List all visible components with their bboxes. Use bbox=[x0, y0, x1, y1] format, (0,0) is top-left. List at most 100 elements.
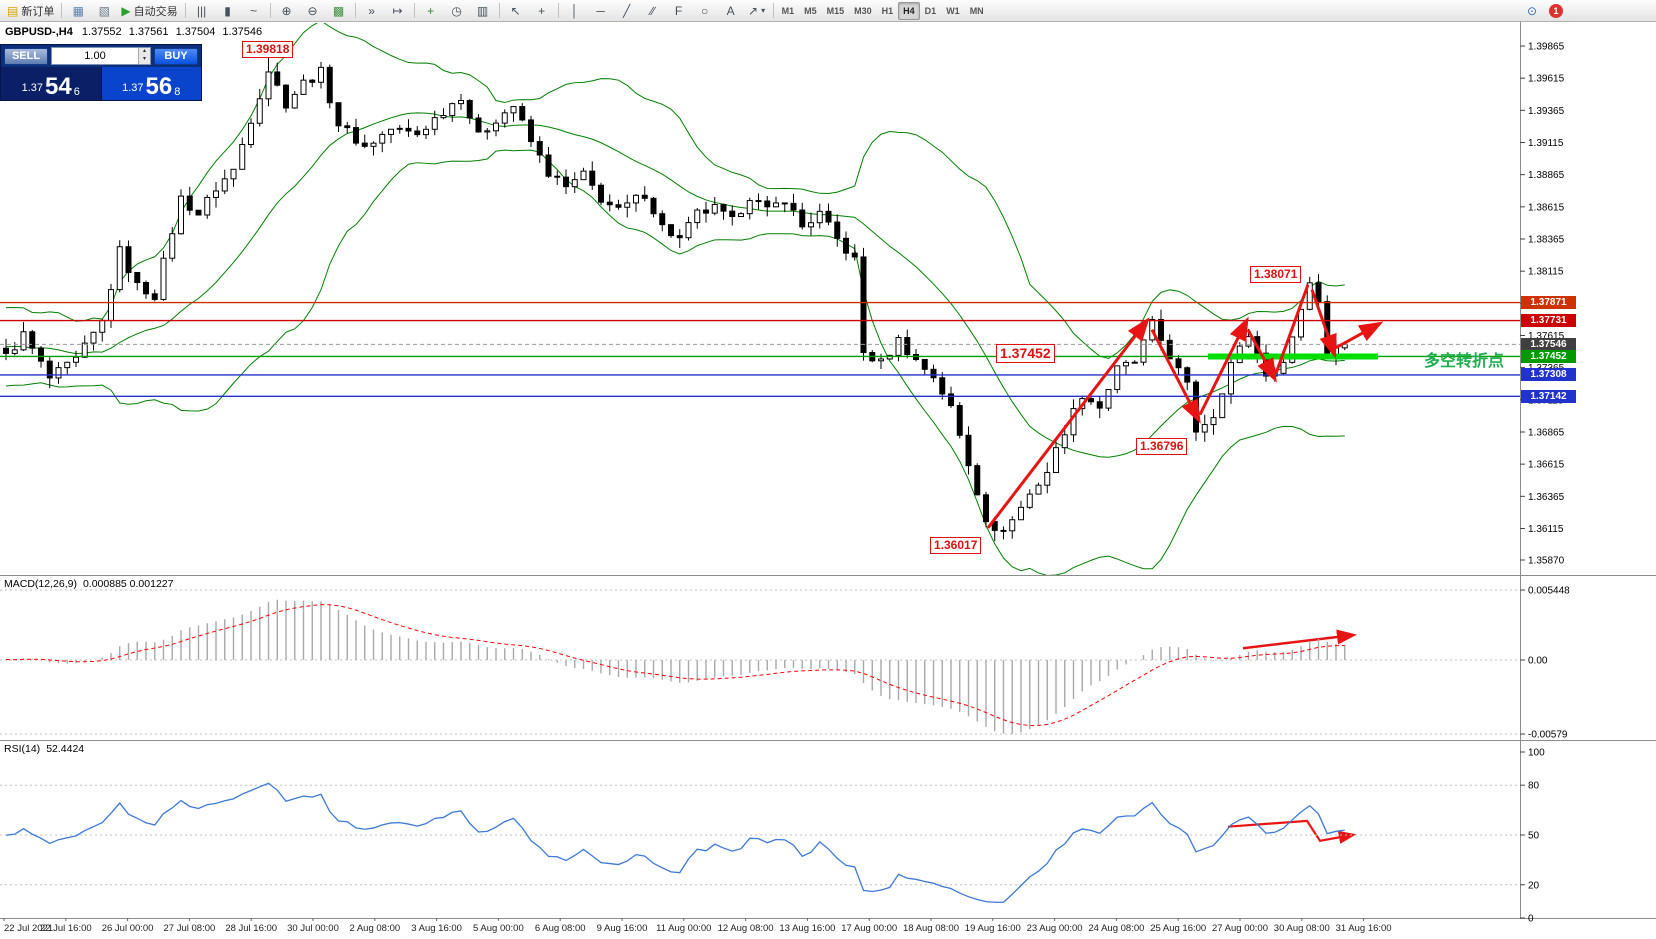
price-annotation[interactable]: 1.36796 bbox=[1136, 438, 1188, 456]
vertical-line-icon: │ bbox=[570, 3, 579, 18]
notification-badge[interactable]: 1 bbox=[1549, 3, 1563, 18]
time-tick-label: 27 Aug 00:00 bbox=[1212, 923, 1268, 934]
time-tick-label: 2 Aug 08:00 bbox=[349, 923, 400, 934]
time-tick-label: 19 Aug 16:00 bbox=[965, 923, 1021, 934]
time-tick-label: 22 Jul 2021 bbox=[4, 923, 53, 934]
timeframe-button-m15[interactable]: M15 bbox=[826, 5, 845, 16]
timeframe-button-m30[interactable]: M30 bbox=[854, 5, 872, 16]
macd-tick-label: 0.005448 bbox=[1528, 586, 1570, 597]
candlestick-series bbox=[3, 52, 1348, 542]
toolbar-right-cluster: ⊙ 1 bbox=[1519, 1, 1653, 21]
price-tick-label: 1.38115 bbox=[1528, 267, 1564, 278]
trendline-icon: ╱ bbox=[622, 3, 631, 18]
ohlc-high: 1.37561 bbox=[128, 26, 169, 38]
candlestick-chart-button[interactable]: ▮ bbox=[215, 1, 241, 21]
rsi-indicator-label: RSI(14) 52.4424 bbox=[4, 743, 85, 755]
toolbar-separator bbox=[269, 3, 271, 18]
zoom-out-icon: ⊖ bbox=[307, 3, 318, 18]
trendline-button[interactable]: ╱ bbox=[614, 1, 640, 21]
bollinger-bands bbox=[5, 23, 1345, 575]
zoom-in-button[interactable]: ⊕ bbox=[274, 1, 300, 21]
vertical-line-button[interactable]: │ bbox=[562, 1, 588, 21]
volume-up-button[interactable]: ▴ bbox=[142, 48, 146, 54]
auto-scroll-button[interactable]: » bbox=[359, 1, 385, 21]
timeframe-button-h4[interactable]: H4 bbox=[898, 1, 920, 20]
sell-price[interactable]: 1.37 54 6 bbox=[1, 67, 101, 100]
price-tick-label: 1.35870 bbox=[1528, 556, 1565, 567]
price-annotation[interactable]: 1.37452 bbox=[996, 343, 1055, 364]
text-label-button[interactable]: A bbox=[718, 1, 744, 21]
trend-arrows[interactable] bbox=[986, 284, 1384, 844]
search-button[interactable]: ⊙ bbox=[1519, 1, 1545, 21]
bar-chart-button[interactable]: ||| bbox=[189, 1, 215, 21]
price-tick-label: 1.36115 bbox=[1528, 524, 1564, 535]
price-tick-label: 1.36865 bbox=[1528, 427, 1565, 438]
macd-gridlines bbox=[0, 589, 1520, 735]
sell-button[interactable]: SELL bbox=[4, 47, 48, 65]
line-chart-button[interactable]: ~ bbox=[241, 1, 267, 21]
arrow-objects-button[interactable]: ↗ ▾ bbox=[744, 1, 770, 21]
chart-shift-button[interactable]: ↦ bbox=[385, 1, 411, 21]
price-tick-label: 1.38865 bbox=[1528, 170, 1565, 181]
macd-signal-line bbox=[5, 604, 1345, 726]
volume-stepper[interactable]: ▴ ▾ bbox=[51, 47, 151, 65]
time-tick-label: 31 Aug 16:00 bbox=[1336, 923, 1392, 934]
equidistant-channel-button[interactable]: ∕∕ bbox=[640, 1, 666, 21]
indicators-button[interactable]: + bbox=[418, 1, 444, 21]
price-scale-flag: 1.37871 bbox=[1521, 296, 1576, 310]
price-annotation[interactable]: 1.39818 bbox=[242, 41, 294, 59]
templates-button[interactable]: ▥ bbox=[470, 1, 496, 21]
fibonacci-button[interactable]: F bbox=[666, 1, 692, 21]
horizontal-level-lines[interactable] bbox=[0, 301, 1520, 398]
shapes-icon: ○ bbox=[700, 3, 709, 18]
buy-price[interactable]: 1.37 56 8 bbox=[100, 67, 201, 100]
turning-point-note[interactable]: 多空转折点 bbox=[1424, 353, 1505, 371]
timeframe-button-d1[interactable]: D1 bbox=[924, 5, 937, 16]
price-annotation[interactable]: 1.38071 bbox=[1250, 265, 1302, 283]
rsi-tick-label: 50 bbox=[1528, 831, 1540, 842]
tile-windows-button[interactable]: ▩ bbox=[326, 1, 352, 21]
rsi-tick-label: 80 bbox=[1528, 781, 1540, 792]
time-tick-label: 3 Aug 16:00 bbox=[411, 923, 462, 934]
volume-down-button[interactable]: ▾ bbox=[142, 56, 146, 62]
price-tick-label: 1.39365 bbox=[1528, 106, 1565, 117]
horizontal-line-button[interactable]: ─ bbox=[588, 1, 614, 21]
tile-windows-icon: ▩ bbox=[332, 3, 345, 18]
cursor-button[interactable]: ↖ bbox=[503, 1, 529, 21]
time-tick-label: 26 Jul 00:00 bbox=[102, 923, 154, 934]
charts-window-button[interactable]: ▦ bbox=[65, 1, 91, 21]
time-tick-label: 13 Aug 16:00 bbox=[779, 923, 835, 934]
profiles-icon: ▧ bbox=[98, 3, 111, 18]
timeframe-button-h1[interactable]: H1 bbox=[881, 5, 894, 16]
profiles-button[interactable]: ▧ bbox=[91, 1, 117, 21]
chart-info-line: GBPUSD-,H4 1.37552 1.37561 1.37504 1.375… bbox=[5, 26, 266, 38]
autotrading-icon: ▶ bbox=[121, 3, 131, 18]
cursor-icon: ↖ bbox=[510, 3, 521, 18]
buy-button[interactable]: BUY bbox=[154, 47, 198, 65]
time-tick-label: 27 Jul 08:00 bbox=[164, 923, 216, 934]
one-click-trading-panel: SELL ▴ ▾ BUY 1.37 54 6 1.37 56 8 bbox=[0, 44, 202, 101]
price-annotation[interactable]: 1.36017 bbox=[930, 537, 982, 555]
time-tick-label: 30 Jul 00:00 bbox=[287, 923, 339, 934]
timeframe-button-mn[interactable]: MN bbox=[969, 5, 984, 16]
timeframe-button-m1[interactable]: M1 bbox=[781, 5, 795, 16]
shapes-button[interactable]: ○ bbox=[692, 1, 718, 21]
symbol-title: GBPUSD-,H4 bbox=[5, 26, 73, 38]
crosshair-button[interactable]: + bbox=[529, 1, 555, 21]
price-tick-label: 1.38365 bbox=[1528, 234, 1565, 245]
volume-input[interactable] bbox=[52, 48, 138, 64]
time-tick-label: 12 Aug 08:00 bbox=[718, 923, 774, 934]
timeframe-button-w1[interactable]: W1 bbox=[946, 5, 960, 16]
timeframe-button-m5[interactable]: M5 bbox=[804, 5, 817, 16]
time-tick-label: 23 Aug 00:00 bbox=[1027, 923, 1083, 934]
zoom-out-button[interactable]: ⊖ bbox=[300, 1, 326, 21]
new-order-button[interactable]: ▤ 新订单 bbox=[3, 1, 58, 21]
price-scale-flag: 1.37142 bbox=[1521, 389, 1576, 403]
search-icon: ⊙ bbox=[1526, 3, 1538, 18]
text-label-icon: A bbox=[726, 3, 735, 18]
rsi-line bbox=[5, 782, 1345, 903]
price-tick-label: 1.36365 bbox=[1528, 492, 1565, 503]
autotrading-button[interactable]: ▶ 自动交易 bbox=[117, 1, 181, 21]
periods-button[interactable]: ◷ bbox=[444, 1, 470, 21]
